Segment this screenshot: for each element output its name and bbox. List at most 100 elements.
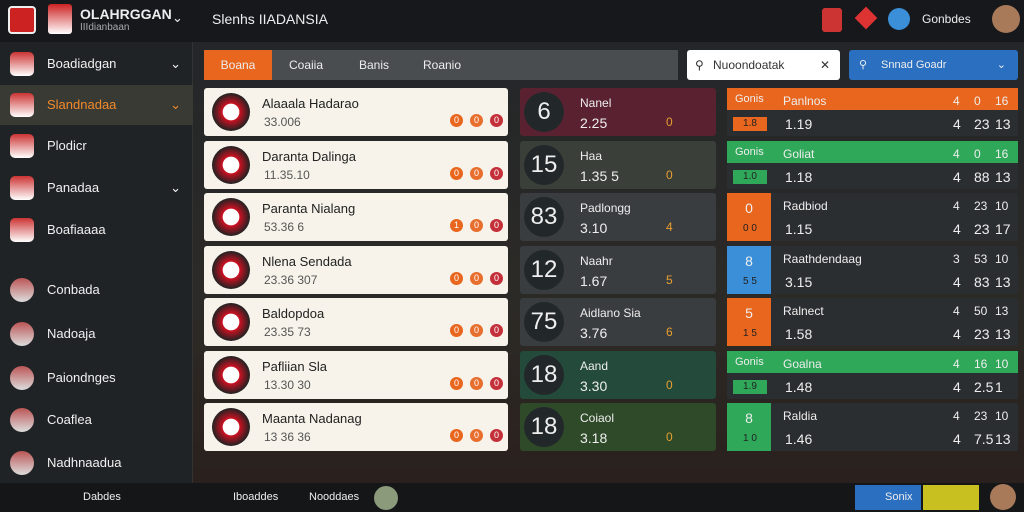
match-badge[interactable]: 0 bbox=[490, 114, 503, 127]
match-badge[interactable]: 0 bbox=[490, 272, 503, 285]
market-bottom-num[interactable]: 4 bbox=[953, 274, 961, 290]
tab[interactable]: Coaiia bbox=[272, 50, 340, 80]
market-top-num[interactable]: 16 bbox=[995, 94, 1009, 108]
match-card[interactable]: Daranta Dalinga 11.35.10 0 0 0 bbox=[204, 141, 508, 189]
match-card[interactable]: Pafliian Sla 13.30 30 0 0 0 bbox=[204, 351, 508, 399]
sidebar-item[interactable]: Paiondnges bbox=[0, 358, 193, 398]
market-badge[interactable]: 5 5 bbox=[733, 275, 767, 289]
match-badge[interactable]: 0 bbox=[470, 377, 483, 390]
footer-item[interactable]: Dabdes bbox=[83, 491, 121, 503]
icon-globe[interactable] bbox=[888, 8, 910, 30]
footer-item[interactable]: Nooddaes bbox=[309, 491, 360, 503]
market-top-num[interactable]: 0 bbox=[974, 147, 981, 161]
market-bottom-num[interactable]: 4 bbox=[953, 221, 961, 237]
footer-button[interactable]: Sonix bbox=[855, 485, 921, 510]
market-top-num[interactable]: 16 bbox=[974, 357, 988, 371]
tab[interactable]: Roanio bbox=[408, 50, 476, 80]
avatar[interactable] bbox=[992, 5, 1020, 33]
sidebar-item[interactable]: Boafiaaaa bbox=[0, 210, 193, 250]
market-badge[interactable]: 0 0 bbox=[733, 222, 767, 236]
market-odds[interactable]: 1.48 bbox=[785, 379, 813, 395]
market-badge[interactable]: 1.8 bbox=[733, 117, 767, 131]
market-top-num[interactable]: 4 bbox=[953, 199, 960, 213]
market-bottom-num[interactable]: 13 bbox=[995, 326, 1011, 342]
market-odds[interactable]: 1.15 bbox=[785, 221, 813, 237]
match-badge[interactable]: 0 bbox=[490, 219, 503, 232]
market-bottom-num[interactable]: 23 bbox=[974, 116, 990, 132]
market-badge[interactable]: 1 0 bbox=[733, 432, 767, 446]
market-odds[interactable]: 3.15 bbox=[785, 274, 813, 290]
footer-yellow-button[interactable] bbox=[923, 485, 979, 510]
user-name[interactable]: Gonbdes bbox=[922, 12, 971, 26]
market-bottom-num[interactable]: 13 bbox=[995, 116, 1011, 132]
market-odds[interactable]: 1.58 bbox=[785, 326, 813, 342]
market-top-num[interactable]: 10 bbox=[995, 409, 1009, 423]
market-bottom-num[interactable]: 1 bbox=[995, 379, 1003, 395]
market-badge[interactable]: 1.9 bbox=[733, 380, 767, 394]
sidebar-item[interactable]: Conbada bbox=[0, 270, 193, 310]
market-bottom-num[interactable]: 7.5 bbox=[974, 431, 994, 447]
match-badge[interactable]: 0 bbox=[470, 167, 483, 180]
market-bottom-num[interactable]: 4 bbox=[953, 379, 961, 395]
market-top-num[interactable]: 10 bbox=[995, 252, 1009, 266]
market-bottom-num[interactable]: 13 bbox=[995, 431, 1011, 447]
sidebar-item[interactable]: Coaflea bbox=[0, 400, 193, 440]
market-odds[interactable]: 1.46 bbox=[785, 431, 813, 447]
match-badge[interactable]: 1 bbox=[450, 219, 463, 232]
match-card[interactable]: Nlena Sendada 23.36 307 0 0 0 bbox=[204, 246, 508, 294]
market-bottom-num[interactable]: 2.5 bbox=[974, 379, 994, 395]
tab[interactable]: Banis bbox=[340, 50, 408, 80]
market-top-num[interactable]: 23 bbox=[974, 199, 988, 213]
market-badge[interactable]: 1 5 bbox=[733, 327, 767, 341]
match-badge[interactable]: 0 bbox=[470, 429, 483, 442]
market-bottom-num[interactable]: 4 bbox=[953, 169, 961, 185]
icon-shield[interactable] bbox=[822, 8, 842, 32]
market-top-num[interactable]: 4 bbox=[953, 357, 960, 371]
match-badge[interactable]: 0 bbox=[490, 429, 503, 442]
market-bottom-num[interactable]: 13 bbox=[995, 169, 1011, 185]
market-top-num[interactable]: 23 bbox=[974, 409, 988, 423]
match-badge[interactable]: 0 bbox=[450, 429, 463, 442]
search-button[interactable]: Snnad Goadr ⚲ ⌄ bbox=[849, 50, 1018, 80]
market-top-num[interactable]: 3 bbox=[953, 252, 960, 266]
market-badge[interactable]: 1.0 bbox=[733, 170, 767, 184]
market-bottom-num[interactable]: 13 bbox=[995, 274, 1011, 290]
market-top-num[interactable]: 16 bbox=[995, 147, 1009, 161]
market-top-num[interactable]: 0 bbox=[974, 94, 981, 108]
match-badge[interactable]: 0 bbox=[470, 324, 483, 337]
match-card[interactable]: Baldopdoa 23.35 73 0 0 0 bbox=[204, 298, 508, 346]
market-bottom-num[interactable]: 23 bbox=[974, 221, 990, 237]
market-odds[interactable]: 1.18 bbox=[785, 169, 813, 185]
market-top-num[interactable]: 13 bbox=[995, 304, 1009, 318]
market-bottom-num[interactable]: 4 bbox=[953, 326, 961, 342]
market-odds[interactable]: 1.19 bbox=[785, 116, 813, 132]
match-badge[interactable]: 0 bbox=[490, 377, 503, 390]
sidebar-item[interactable]: Slandnadaa ⌄ bbox=[0, 85, 193, 125]
market-bottom-num[interactable]: 17 bbox=[995, 221, 1011, 237]
market-top-num[interactable]: 4 bbox=[953, 147, 960, 161]
clear-icon[interactable]: ✕ bbox=[819, 58, 830, 72]
market-bottom-num[interactable]: 4 bbox=[953, 431, 961, 447]
market-bottom-num[interactable]: 83 bbox=[974, 274, 990, 290]
sidebar-item[interactable]: Panadaa ⌄ bbox=[0, 168, 193, 208]
market-top-num[interactable]: 4 bbox=[953, 409, 960, 423]
market-top-num[interactable]: 50 bbox=[974, 304, 988, 318]
match-badge[interactable]: 0 bbox=[490, 324, 503, 337]
sidebar-item[interactable]: Nadoaja bbox=[0, 314, 193, 354]
search-box[interactable]: Nuoondoatak ⚲ ✕ bbox=[687, 50, 840, 80]
market-bottom-num[interactable]: 88 bbox=[974, 169, 990, 185]
market-top-num[interactable]: 53 bbox=[974, 252, 988, 266]
footer-avatar[interactable] bbox=[990, 484, 1016, 510]
market-top-num[interactable]: 4 bbox=[953, 304, 960, 318]
match-badge[interactable]: 0 bbox=[450, 272, 463, 285]
match-badge[interactable]: 0 bbox=[490, 167, 503, 180]
sidebar-item[interactable]: Nadhnaadua bbox=[0, 443, 193, 483]
footer-item[interactable]: Iboaddes bbox=[233, 491, 279, 503]
match-card[interactable]: Alaaala Hadarao 33.006 0 0 0 bbox=[204, 88, 508, 136]
match-badge[interactable]: 0 bbox=[470, 114, 483, 127]
brand-menu[interactable]: ⌄ bbox=[172, 10, 183, 25]
match-badge[interactable]: 0 bbox=[470, 219, 483, 232]
market-top-num[interactable]: 4 bbox=[953, 94, 960, 108]
market-bottom-num[interactable]: 23 bbox=[974, 326, 990, 342]
